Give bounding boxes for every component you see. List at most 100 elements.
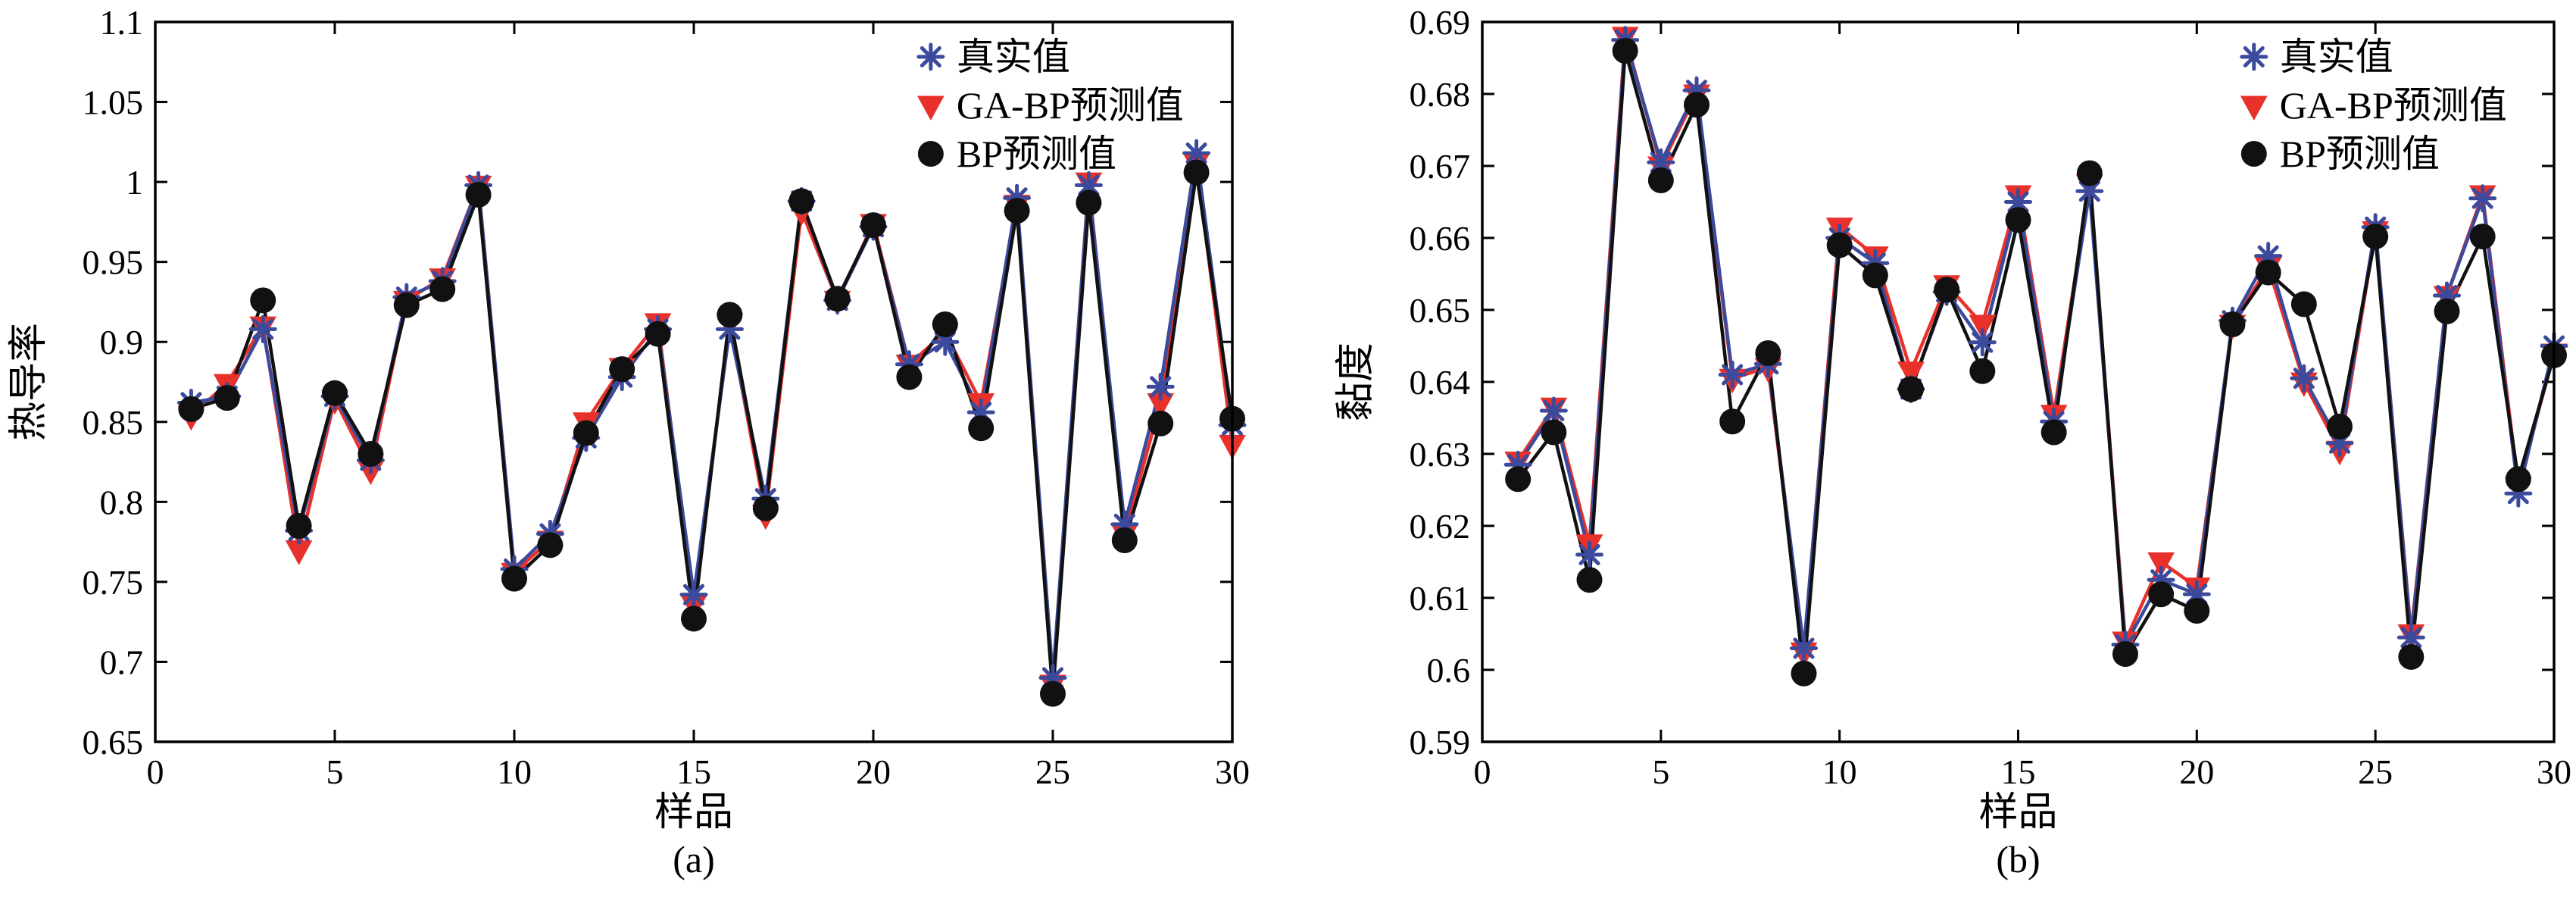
x-tick-label: 15 bbox=[676, 752, 711, 791]
panel-caption: (a) bbox=[673, 838, 715, 881]
data-point-s3-18 bbox=[2112, 641, 2138, 668]
data-point-s3-17 bbox=[2076, 160, 2103, 186]
y-tick-label: 0.6 bbox=[1427, 651, 1471, 690]
data-point-s3-7 bbox=[1719, 408, 1746, 435]
data-point-s1-28 bbox=[1146, 372, 1175, 401]
x-tick-label: 25 bbox=[1035, 752, 1070, 791]
y-tick-label: 0.66 bbox=[1410, 219, 1471, 258]
data-point-s3-20 bbox=[860, 212, 886, 239]
data-point-s3-12 bbox=[573, 420, 599, 446]
legend-label-3: BP预测值 bbox=[957, 133, 1116, 175]
data-point-s3-28 bbox=[1147, 410, 1174, 436]
x-tick-label: 5 bbox=[326, 752, 344, 791]
y-tick-label: 1.1 bbox=[100, 3, 144, 42]
data-point-s3-14 bbox=[645, 321, 671, 347]
y-tick-label: 0.75 bbox=[83, 563, 144, 602]
plot-frame bbox=[1481, 20, 2556, 743]
data-point-s2-12 bbox=[1897, 361, 1925, 386]
data-point-s1-25 bbox=[1038, 664, 1067, 693]
data-point-s3-2 bbox=[214, 385, 240, 411]
legend-label-2: GA-BP预测值 bbox=[957, 84, 1184, 127]
y-tick-label: 0.8 bbox=[100, 483, 144, 521]
y-axis-label: 黏度 bbox=[1335, 343, 1378, 421]
y-tick-label: 0.67 bbox=[1410, 147, 1471, 186]
data-point-s2-14 bbox=[1969, 314, 1997, 340]
data-point-s3-29 bbox=[2505, 466, 2531, 493]
data-point-s2-19 bbox=[2147, 552, 2175, 577]
legend-marker-1 bbox=[2240, 42, 2268, 71]
chart-panel-a: 0 5 10 15 20 25 30 0.65 0.7 0.75 0.8 0.85 0.9 0.95 1 1.… bbox=[8, 3, 1250, 881]
data-point-s3-29 bbox=[1183, 159, 1210, 186]
data-point-s1-7 bbox=[1718, 361, 1747, 389]
data-point-s3-16 bbox=[2041, 419, 2067, 446]
data-point-s3-21 bbox=[896, 364, 923, 390]
y-tick-label: 0.95 bbox=[83, 243, 144, 282]
y-tick-label: 0.62 bbox=[1410, 507, 1471, 546]
x-tick-label: 20 bbox=[856, 752, 891, 791]
series-line-2 bbox=[1516, 34, 2556, 654]
legend-label-1: 真实值 bbox=[957, 36, 1070, 78]
data-point-s1-5 bbox=[1647, 148, 1675, 177]
data-point-s3-14 bbox=[1969, 358, 1996, 384]
x-tick-label: 0 bbox=[147, 752, 164, 791]
y-tick-label: 0.65 bbox=[1410, 291, 1471, 330]
data-point-s3-16 bbox=[717, 302, 743, 328]
data-point-s1-28 bbox=[2468, 184, 2497, 213]
data-point-s3-9 bbox=[1791, 660, 1817, 687]
y-tick-label: 1 bbox=[126, 163, 143, 202]
data-point-s3-1 bbox=[1505, 466, 1532, 493]
data-point-s3-25 bbox=[1040, 680, 1066, 707]
data-point-s3-8 bbox=[429, 276, 456, 302]
data-point-s3-15 bbox=[2005, 207, 2031, 233]
data-point-s3-10 bbox=[1826, 232, 1853, 258]
data-point-s3-10 bbox=[501, 565, 527, 592]
y-tick-label: 0.63 bbox=[1410, 435, 1471, 474]
data-point-s3-18 bbox=[788, 188, 815, 214]
data-point-s1-15 bbox=[679, 580, 708, 609]
x-tick-label: 0 bbox=[1474, 752, 1491, 791]
plot-frame bbox=[154, 20, 1234, 743]
data-point-s1-2 bbox=[1539, 396, 1568, 425]
legend-label-1: 真实值 bbox=[2280, 36, 2393, 78]
data-point-s3-6 bbox=[358, 441, 384, 467]
data-point-s3-26 bbox=[1076, 189, 1102, 216]
series-line-2 bbox=[189, 161, 1235, 687]
data-point-s3-5 bbox=[322, 380, 348, 406]
data-point-s3-4 bbox=[1612, 38, 1638, 64]
data-point-s1-20 bbox=[2182, 580, 2211, 608]
legend-label-2: GA-BP预测值 bbox=[2280, 84, 2507, 127]
data-point-s3-19 bbox=[824, 286, 851, 312]
data-point-s3-27 bbox=[1111, 527, 1138, 553]
data-point-s3-23 bbox=[2290, 291, 2317, 317]
data-point-s1-15 bbox=[2004, 188, 2032, 216]
x-tick-label: 20 bbox=[2179, 752, 2214, 791]
data-point-s1-29 bbox=[1182, 139, 1211, 167]
data-point-s1-24 bbox=[2325, 429, 2354, 458]
x-tick-label: 30 bbox=[1215, 752, 1250, 791]
data-point-s1-26 bbox=[2396, 623, 2425, 652]
y-axis-label: 热导率 bbox=[8, 323, 51, 441]
data-point-s3-24 bbox=[1004, 198, 1030, 224]
data-point-s3-22 bbox=[2255, 259, 2281, 286]
y-tick-label: 0.61 bbox=[1410, 579, 1471, 618]
data-point-s3-12 bbox=[1898, 376, 1924, 402]
series-line-1 bbox=[1516, 38, 2556, 650]
legend-marker-1 bbox=[916, 42, 945, 71]
legend-marker-3 bbox=[917, 141, 944, 167]
data-point-s1-9 bbox=[1790, 634, 1818, 662]
data-point-s3-11 bbox=[537, 532, 564, 558]
data-point-s3-4 bbox=[286, 513, 312, 539]
legend-label-3: BP预测值 bbox=[2280, 133, 2440, 175]
data-point-s3-23 bbox=[968, 415, 994, 442]
data-point-s3-6 bbox=[1684, 92, 1710, 118]
data-point-s3-15 bbox=[681, 605, 707, 632]
data-point-s1-17 bbox=[2075, 177, 2104, 205]
data-point-s3-3 bbox=[1576, 567, 1603, 593]
x-axis-label: 样品 bbox=[654, 791, 733, 834]
y-tick-label: 0.68 bbox=[1410, 75, 1471, 114]
x-tick-label: 5 bbox=[1652, 752, 1669, 791]
data-point-s3-3 bbox=[250, 287, 276, 314]
data-point-s3-20 bbox=[2184, 598, 2210, 624]
legend-marker-2 bbox=[2240, 95, 2268, 121]
